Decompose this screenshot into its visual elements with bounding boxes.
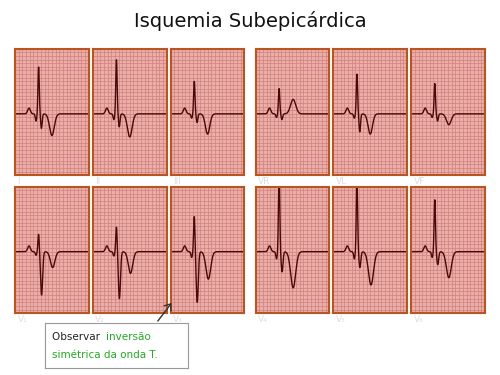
Text: V₅: V₅ (336, 315, 345, 324)
Text: inversão: inversão (106, 332, 151, 342)
Text: V₁: V₁ (18, 315, 27, 324)
Text: simétrica da onda T.: simétrica da onda T. (52, 350, 158, 360)
Text: V₃: V₃ (173, 315, 183, 324)
Text: I: I (18, 177, 20, 186)
Text: VF: VF (414, 177, 425, 186)
Text: V₂: V₂ (96, 315, 105, 324)
Text: II: II (96, 177, 100, 186)
Text: VL: VL (336, 177, 347, 186)
Text: V₆: V₆ (414, 315, 424, 324)
Text: VR: VR (258, 177, 270, 186)
Text: Isquemia Subepicárdica: Isquemia Subepicárdica (134, 10, 366, 31)
Text: V₄: V₄ (258, 315, 268, 324)
Text: III: III (173, 177, 181, 186)
Text: Observar: Observar (52, 332, 104, 342)
